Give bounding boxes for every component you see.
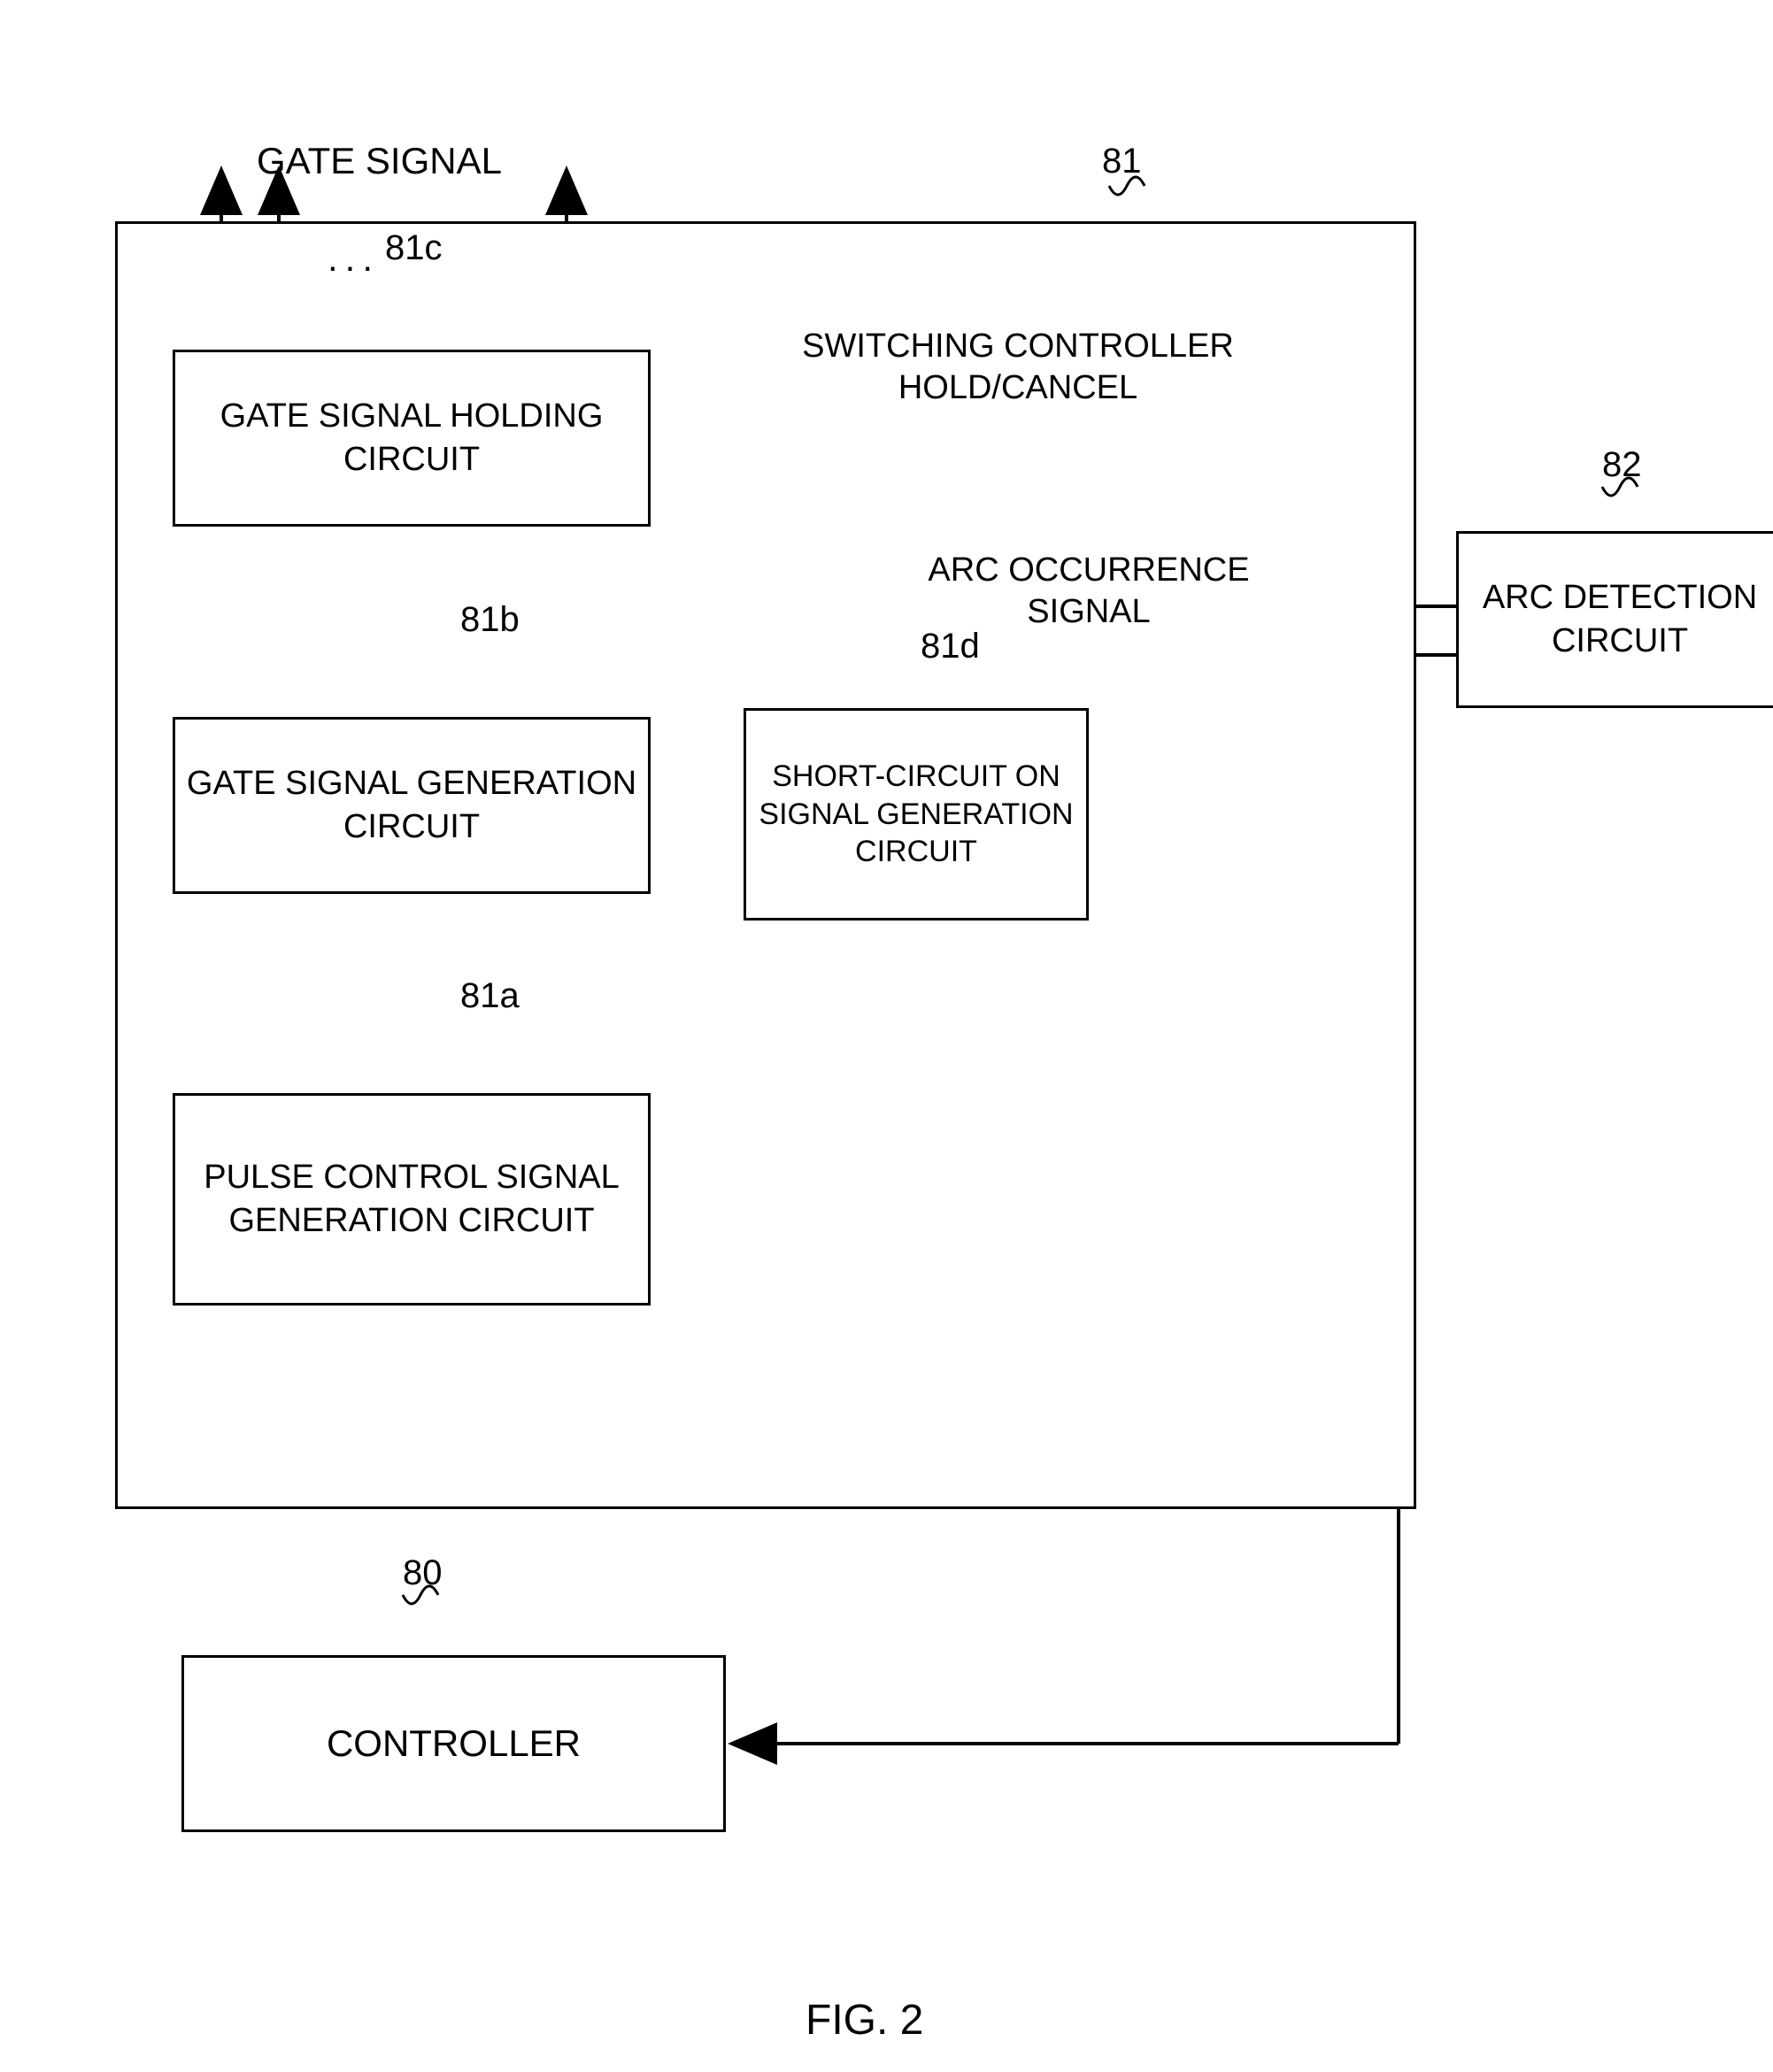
figure-text: FIG. 2 xyxy=(806,1997,923,2044)
gate-signal-holding-circuit-box: GATE SIGNAL HOLDING CIRCUIT xyxy=(173,350,651,527)
ref-81c-text: 81c xyxy=(385,228,443,267)
figure-caption: FIG. 2 xyxy=(806,1947,923,2045)
block-diagram-figure-2: GATE SIGNAL HOLDING CIRCUIT GATE SIGNAL … xyxy=(35,35,1738,2001)
gate-signal-generation-circuit-box: GATE SIGNAL GENERATION CIRCUIT xyxy=(173,717,651,894)
box-80-text: CONTROLLER xyxy=(327,1722,581,1765)
ellipsis-label: ... xyxy=(328,195,380,280)
ellipsis-text: ... xyxy=(328,237,380,279)
ref-81: 81 xyxy=(1102,142,1142,181)
ref-80-text: 80 xyxy=(403,1553,443,1592)
box-82-text: ARC DETECTION CIRCUIT xyxy=(1459,576,1773,664)
ref-82: 82 xyxy=(1602,445,1642,485)
box-81d-text: SHORT-CIRCUIT ON SIGNAL GENERATION CIRCU… xyxy=(746,758,1086,871)
ref-81a: 81a xyxy=(460,976,520,1016)
ref-81a-text: 81a xyxy=(460,976,520,1015)
ref-81d: 81d xyxy=(921,627,980,666)
pulse-control-signal-generation-box: PULSE CONTROL SIGNAL GENERATION CIRCUIT xyxy=(173,1093,651,1306)
ref-81b: 81b xyxy=(460,600,520,640)
ref-81d-text: 81d xyxy=(921,627,980,666)
arc-occurrence-label: ARC OCCURRENCE SIGNAL xyxy=(876,507,1301,634)
ref-80: 80 xyxy=(403,1553,443,1593)
gate-signal-text: GATE SIGNAL xyxy=(257,140,502,181)
ref-82-text: 82 xyxy=(1602,445,1642,484)
arc-detection-circuit-box: ARC DETECTION CIRCUIT xyxy=(1456,531,1773,708)
ref-81b-text: 81b xyxy=(460,600,520,639)
switching-hold-cancel-label: SWITCHING CONTROLLER HOLD/CANCEL xyxy=(735,283,1301,410)
short-circuit-signal-generation-box: SHORT-CIRCUIT ON SIGNAL GENERATION CIRCU… xyxy=(744,708,1089,920)
ref-81c: 81c xyxy=(385,228,443,268)
ref-81-text: 81 xyxy=(1102,142,1142,181)
arc-occurrence-text: ARC OCCURRENCE SIGNAL xyxy=(928,551,1249,631)
controller-box: CONTROLLER xyxy=(181,1655,726,1832)
box-81b-text: GATE SIGNAL GENERATION CIRCUIT xyxy=(175,762,648,850)
box-81a-text: PULSE CONTROL SIGNAL GENERATION CIRCUIT xyxy=(175,1156,648,1244)
box-81c-text: GATE SIGNAL HOLDING CIRCUIT xyxy=(175,395,648,482)
switching-text: SWITCHING CONTROLLER HOLD/CANCEL xyxy=(802,327,1234,407)
gate-signal-label: GATE SIGNAL xyxy=(257,97,502,182)
